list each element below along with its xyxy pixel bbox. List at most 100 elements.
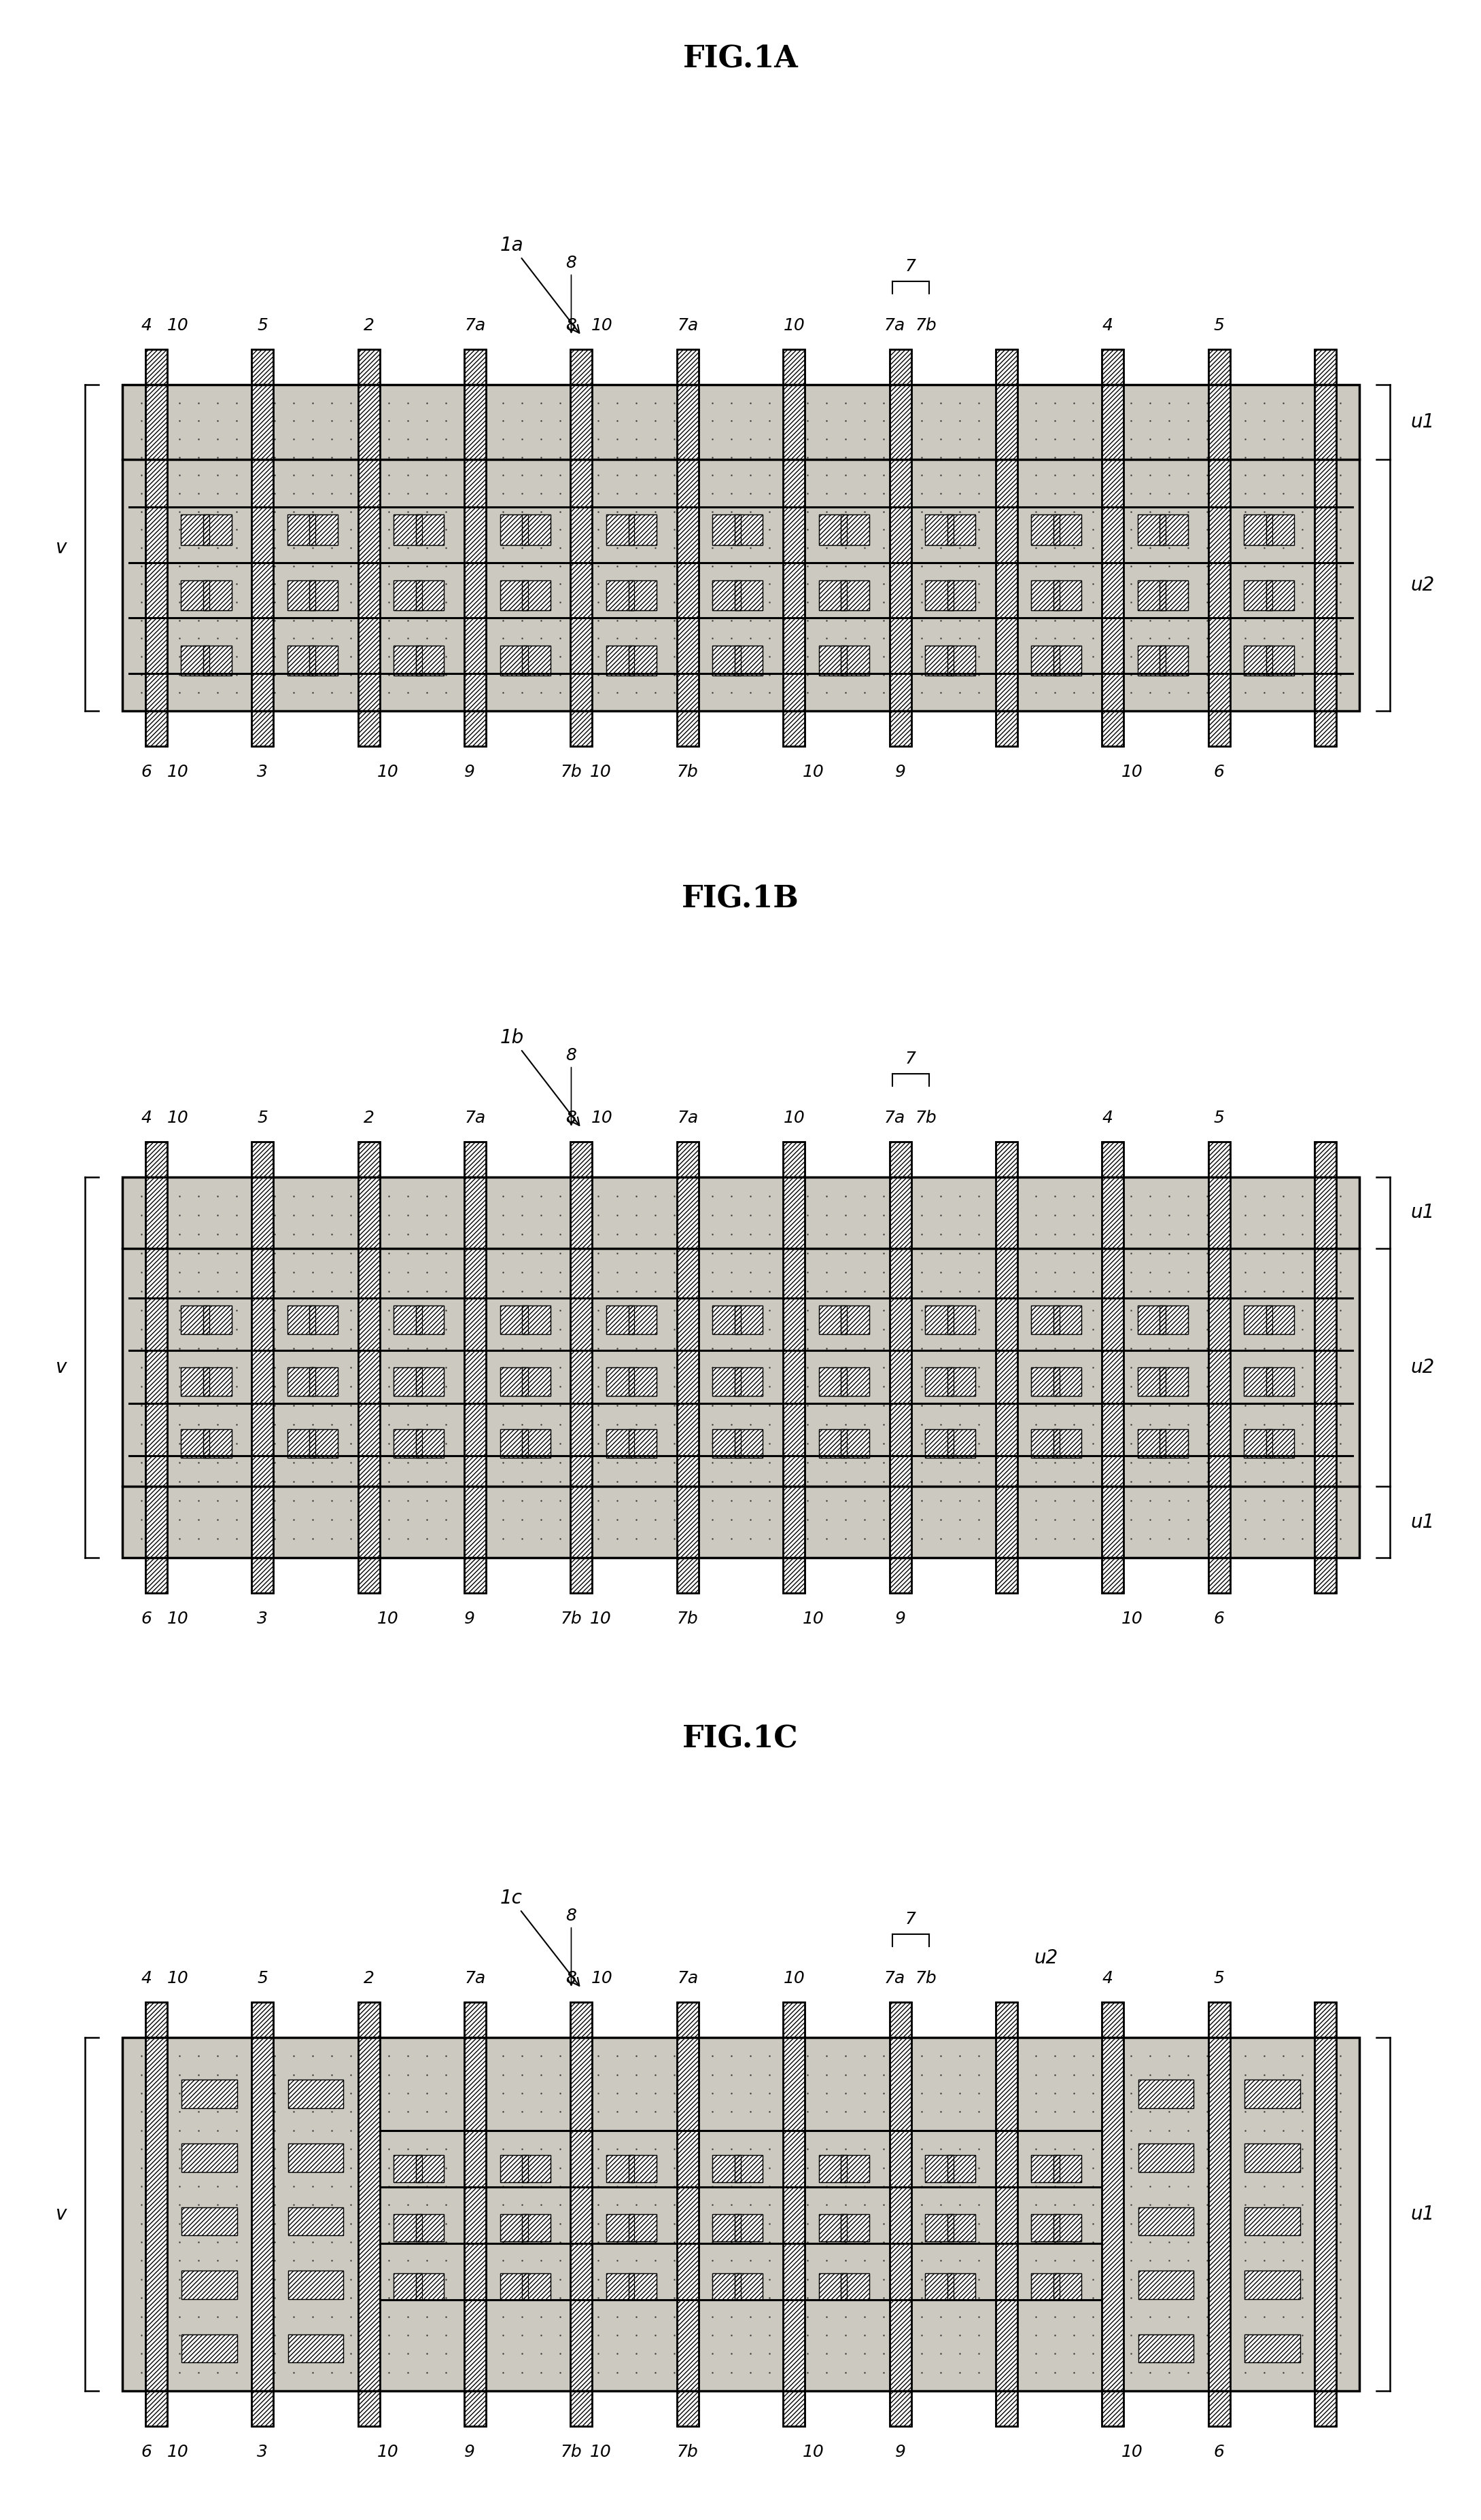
FancyBboxPatch shape <box>995 350 1017 746</box>
FancyBboxPatch shape <box>1244 1368 1272 1396</box>
FancyBboxPatch shape <box>523 2273 551 2301</box>
FancyBboxPatch shape <box>523 645 551 675</box>
FancyBboxPatch shape <box>677 2001 699 2427</box>
FancyBboxPatch shape <box>628 2215 656 2240</box>
FancyBboxPatch shape <box>1031 1368 1059 1396</box>
FancyBboxPatch shape <box>1137 1368 1166 1396</box>
FancyBboxPatch shape <box>416 2273 444 2301</box>
FancyBboxPatch shape <box>203 580 231 610</box>
FancyBboxPatch shape <box>1102 350 1124 746</box>
Text: 8: 8 <box>566 1971 576 1986</box>
FancyBboxPatch shape <box>358 350 379 746</box>
Text: 7b: 7b <box>560 2444 582 2460</box>
FancyBboxPatch shape <box>182 2208 237 2235</box>
FancyBboxPatch shape <box>464 2001 486 2427</box>
Text: 10: 10 <box>378 2444 398 2460</box>
FancyBboxPatch shape <box>289 2334 344 2364</box>
FancyBboxPatch shape <box>310 1368 338 1396</box>
FancyBboxPatch shape <box>310 580 338 610</box>
FancyBboxPatch shape <box>926 1429 954 1457</box>
FancyBboxPatch shape <box>995 1142 1017 1593</box>
FancyBboxPatch shape <box>735 514 763 544</box>
FancyBboxPatch shape <box>606 2215 634 2240</box>
FancyBboxPatch shape <box>394 514 422 544</box>
FancyBboxPatch shape <box>1244 1305 1272 1333</box>
Text: 8: 8 <box>566 318 576 333</box>
FancyBboxPatch shape <box>926 2215 954 2240</box>
Text: 10: 10 <box>1121 1610 1143 1628</box>
FancyBboxPatch shape <box>606 2273 634 2301</box>
FancyBboxPatch shape <box>735 645 763 675</box>
Text: u2: u2 <box>1034 1948 1057 1968</box>
Text: 7a: 7a <box>677 318 699 333</box>
Text: 9: 9 <box>465 1610 475 1628</box>
FancyBboxPatch shape <box>287 1429 315 1457</box>
Text: 5: 5 <box>1214 1109 1225 1126</box>
Text: 9: 9 <box>465 2444 475 2460</box>
FancyBboxPatch shape <box>841 580 869 610</box>
Text: 9: 9 <box>465 764 475 781</box>
FancyBboxPatch shape <box>310 514 338 544</box>
Text: 10: 10 <box>783 1109 804 1126</box>
Text: 4: 4 <box>141 318 151 333</box>
Text: FIG.1C: FIG.1C <box>683 1724 798 1754</box>
FancyBboxPatch shape <box>819 2215 847 2240</box>
Text: u2: u2 <box>1410 575 1434 595</box>
Text: 10: 10 <box>167 1971 190 1986</box>
FancyBboxPatch shape <box>1139 2079 1194 2109</box>
FancyBboxPatch shape <box>712 645 740 675</box>
Text: 10: 10 <box>803 1610 823 1628</box>
FancyBboxPatch shape <box>416 580 444 610</box>
FancyBboxPatch shape <box>203 1368 231 1396</box>
Text: 8: 8 <box>566 1908 576 1986</box>
FancyBboxPatch shape <box>1102 2001 1124 2427</box>
Text: FIG.1B: FIG.1B <box>681 885 800 912</box>
Text: 4: 4 <box>141 1971 151 1986</box>
FancyBboxPatch shape <box>287 580 315 610</box>
FancyBboxPatch shape <box>1031 645 1059 675</box>
Text: 7a: 7a <box>677 1971 699 1986</box>
FancyBboxPatch shape <box>289 2208 344 2235</box>
Text: 6: 6 <box>1214 764 1225 781</box>
FancyBboxPatch shape <box>890 1142 911 1593</box>
Text: 10: 10 <box>167 2444 190 2460</box>
Text: 7a: 7a <box>465 1971 486 1986</box>
FancyBboxPatch shape <box>712 1305 740 1333</box>
FancyBboxPatch shape <box>1266 1305 1294 1333</box>
Text: 10: 10 <box>803 764 823 781</box>
Text: 10: 10 <box>1121 764 1143 781</box>
FancyBboxPatch shape <box>628 1305 656 1333</box>
FancyBboxPatch shape <box>1244 580 1272 610</box>
Text: 10: 10 <box>591 1109 613 1126</box>
Text: 7b: 7b <box>560 1610 582 1628</box>
Text: 7a: 7a <box>884 1971 905 1986</box>
FancyBboxPatch shape <box>145 350 167 746</box>
Text: 5: 5 <box>1214 1971 1225 1986</box>
FancyBboxPatch shape <box>416 645 444 675</box>
FancyBboxPatch shape <box>1266 514 1294 544</box>
Text: 4: 4 <box>1102 1971 1112 1986</box>
FancyBboxPatch shape <box>145 2001 167 2427</box>
Text: 9: 9 <box>895 1610 906 1628</box>
FancyBboxPatch shape <box>203 645 231 675</box>
FancyBboxPatch shape <box>841 2273 869 2301</box>
FancyBboxPatch shape <box>926 2273 954 2301</box>
FancyBboxPatch shape <box>1053 2155 1081 2182</box>
FancyBboxPatch shape <box>523 1368 551 1396</box>
FancyBboxPatch shape <box>123 1177 1360 1557</box>
FancyBboxPatch shape <box>1137 645 1166 675</box>
FancyBboxPatch shape <box>735 2273 763 2301</box>
FancyBboxPatch shape <box>416 1305 444 1333</box>
FancyBboxPatch shape <box>1244 1429 1272 1457</box>
FancyBboxPatch shape <box>841 2155 869 2182</box>
Text: 5: 5 <box>1214 318 1225 333</box>
FancyBboxPatch shape <box>841 645 869 675</box>
FancyBboxPatch shape <box>1244 2208 1300 2235</box>
FancyBboxPatch shape <box>1031 1305 1059 1333</box>
FancyBboxPatch shape <box>735 1368 763 1396</box>
Text: 9: 9 <box>895 764 906 781</box>
FancyBboxPatch shape <box>948 514 976 544</box>
Text: 1a: 1a <box>501 237 579 333</box>
FancyBboxPatch shape <box>926 580 954 610</box>
FancyBboxPatch shape <box>416 1429 444 1457</box>
